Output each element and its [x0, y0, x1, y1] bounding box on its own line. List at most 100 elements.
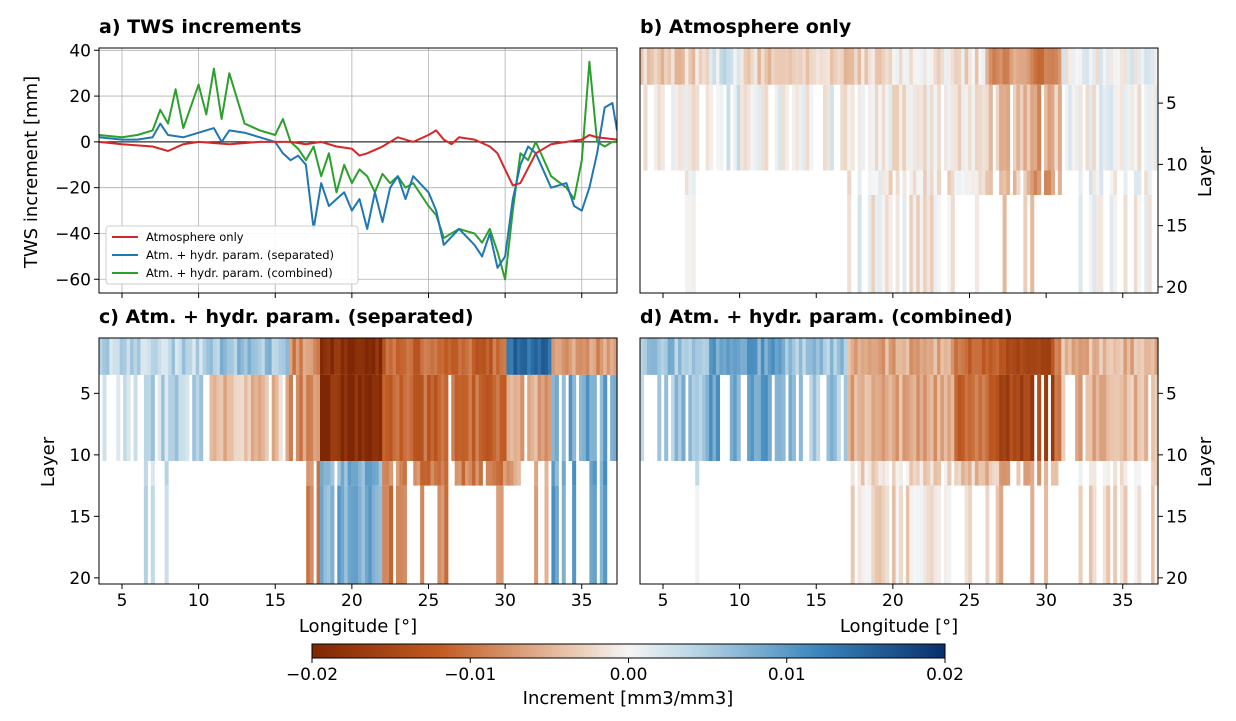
heatmap-cell	[850, 338, 855, 375]
panel-d-ylabel: Layer	[1195, 436, 1216, 487]
heatmap-cell	[750, 84, 755, 171]
heatmap-cell	[1057, 48, 1062, 85]
heatmap-cell	[1037, 374, 1042, 461]
heatmap-cell	[902, 195, 907, 293]
heatmap-cell	[185, 338, 190, 375]
heatmap-cell	[985, 48, 990, 85]
heatmap-cell	[1137, 374, 1142, 461]
heatmap-cell	[565, 338, 570, 375]
heatmap-cell	[520, 374, 525, 461]
heatmap-cell	[785, 84, 790, 171]
heatmap-cell	[102, 338, 107, 375]
heatmap-cell	[164, 485, 169, 584]
heatmap-cell	[899, 84, 904, 171]
heatmap-cell	[402, 485, 407, 584]
heatmap-cell	[1012, 84, 1018, 171]
heatmap-cell	[1078, 170, 1083, 195]
heatmap-cell	[881, 170, 886, 195]
heatmap-cell	[888, 48, 893, 85]
heatmap-cell	[130, 338, 135, 375]
heatmap-cell	[857, 195, 862, 293]
heatmap-cell	[1147, 48, 1152, 85]
heatmap-cell	[1009, 374, 1014, 461]
heatmap-cell	[674, 84, 679, 171]
heatmap-cell	[861, 485, 866, 584]
heatmap-cell	[178, 338, 183, 375]
heatmap-cell	[733, 84, 738, 171]
heatmap-cell	[444, 374, 449, 461]
heatmap-cell	[702, 374, 707, 461]
heatmap-cell	[1088, 170, 1093, 195]
heatmap-cell	[916, 170, 921, 195]
heatmap-cell	[812, 48, 817, 85]
heatmap-cell	[885, 374, 890, 461]
heatmap-cell	[347, 461, 352, 486]
heatmap-cell	[585, 374, 590, 461]
heatmap-cell	[157, 374, 162, 461]
heatmap-cell	[968, 461, 973, 486]
heatmap-cell	[371, 374, 376, 461]
x-tick-label: 5	[117, 591, 128, 611]
heatmap-cell	[812, 338, 817, 375]
heatmap-cell	[461, 461, 466, 486]
heatmap-cell	[809, 84, 814, 171]
heatmap-cell	[589, 461, 594, 486]
heatmap-cell	[719, 84, 724, 171]
heatmap-cell	[950, 195, 955, 293]
heatmap-cell	[320, 485, 325, 584]
heatmap-cell	[954, 374, 959, 461]
heatmap-cell	[871, 195, 876, 293]
heatmap-cell	[1044, 48, 1049, 85]
heatmap-cell	[520, 338, 525, 375]
heatmap-cell	[299, 374, 304, 461]
heatmap-cell	[471, 374, 477, 461]
heatmap-cell	[843, 48, 848, 85]
heatmap-cell	[1140, 48, 1145, 85]
heatmap-cell	[871, 374, 876, 461]
heatmap-cell	[1071, 84, 1076, 171]
heatmap-cell	[247, 338, 252, 375]
heatmap-cell	[250, 338, 255, 375]
heatmap-cell	[919, 374, 924, 461]
y-tick-label: 15	[1166, 217, 1188, 237]
heatmap-cell	[530, 338, 535, 375]
heatmap-cell	[323, 461, 328, 486]
heatmap-cell	[857, 48, 862, 85]
heatmap-cell	[140, 338, 145, 375]
heatmap-cell	[271, 374, 276, 461]
heatmap-cell	[677, 374, 683, 461]
heatmap-cell	[905, 338, 910, 375]
heatmap-cell	[1133, 338, 1138, 375]
panel-b-cells	[640, 48, 1159, 293]
heatmap-cell	[382, 374, 387, 461]
heatmap-cell	[753, 338, 759, 375]
heatmap-cell	[1147, 170, 1152, 195]
heatmap-cell	[1102, 485, 1107, 584]
panel-d-cells	[640, 338, 1159, 584]
heatmap-cell	[554, 338, 559, 375]
heatmap-cell	[850, 485, 855, 584]
heatmap-cell	[143, 374, 148, 461]
heatmap-cell	[895, 374, 900, 461]
heatmap-cell	[1099, 374, 1104, 461]
heatmap-cell	[926, 461, 931, 486]
heatmap-cell	[936, 195, 942, 293]
heatmap-cell	[240, 338, 245, 375]
heatmap-cell	[1002, 374, 1007, 461]
heatmap-cell	[874, 48, 879, 85]
heatmap-cell	[999, 338, 1004, 375]
heatmap-cell	[995, 485, 1000, 584]
heatmap-cell	[785, 48, 790, 85]
heatmap-cell	[506, 461, 511, 486]
heatmap-cell	[923, 195, 928, 293]
heatmap-cell	[1054, 338, 1059, 375]
heatmap-cell	[513, 461, 518, 486]
heatmap-cell	[1092, 48, 1097, 85]
heatmap-cell	[902, 48, 907, 85]
heatmap-cell	[992, 374, 997, 461]
heatmap-cell	[747, 338, 752, 375]
heatmap-cell	[271, 338, 276, 375]
panel-d-frame	[639, 337, 1159, 585]
heatmap-cell	[968, 170, 973, 195]
heatmap-cell	[923, 338, 928, 375]
